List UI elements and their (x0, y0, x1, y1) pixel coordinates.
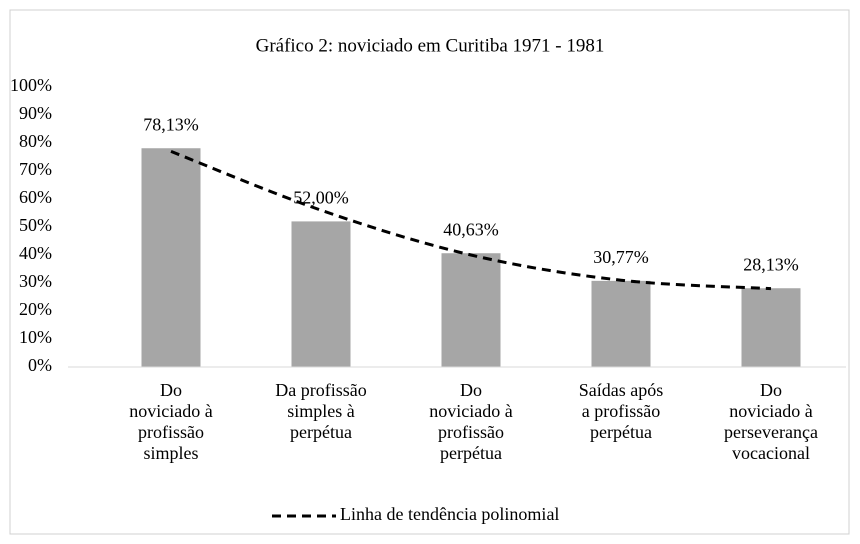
y-tick-label: 90% (19, 103, 52, 123)
data-label: 28,13% (743, 254, 799, 274)
y-tick-label: 50% (19, 215, 52, 235)
x-tick-label: profissão (438, 422, 504, 442)
bar (441, 253, 501, 367)
x-tick-label: perseverança (724, 422, 818, 442)
data-label: 40,63% (443, 219, 499, 239)
chart-border (9, 9, 850, 535)
x-tick-label: perpétua (440, 443, 502, 463)
x-tick-label: perpétua (290, 422, 352, 442)
legend-label: Linha de tendência polinomial (340, 504, 559, 524)
bar (591, 280, 651, 367)
y-tick-label: 100% (10, 75, 52, 95)
y-tick-label: 0% (28, 355, 52, 375)
x-tick-label: perpétua (590, 422, 652, 442)
bar (141, 148, 201, 367)
bar (741, 288, 801, 367)
x-tick-label: profissão (138, 422, 204, 442)
x-tick-label: noviciado à (429, 401, 512, 421)
x-tick-label: simples (143, 443, 198, 463)
x-tick-label: Saídas após (579, 380, 664, 400)
x-tick-label: Do (160, 380, 182, 400)
data-label: 52,00% (293, 188, 349, 208)
x-tick-label: noviciado à (129, 401, 212, 421)
y-tick-label: 30% (19, 271, 52, 291)
data-label: 78,13% (143, 114, 199, 134)
y-tick-label: 60% (19, 187, 52, 207)
x-tick-label: Da profissão (275, 380, 366, 400)
x-tick-label: a profissão (582, 401, 660, 421)
x-tick-label: Do (760, 380, 782, 400)
x-tick-label: noviciado à (729, 401, 812, 421)
data-label: 30,77% (593, 247, 649, 267)
y-tick-label: 70% (19, 159, 52, 179)
bar (291, 221, 351, 367)
y-tick-label: 10% (19, 327, 52, 347)
y-tick-label: 40% (19, 243, 52, 263)
x-tick-label: Do (460, 380, 482, 400)
chart-title: Gráfico 2: noviciado em Curitiba 1971 - … (256, 35, 605, 56)
trendline (170, 150, 772, 291)
x-tick-label: simples à (287, 401, 355, 421)
y-tick-label: 80% (19, 131, 52, 151)
x-tick-label: vocacional (732, 443, 810, 463)
y-tick-label: 20% (19, 299, 52, 319)
